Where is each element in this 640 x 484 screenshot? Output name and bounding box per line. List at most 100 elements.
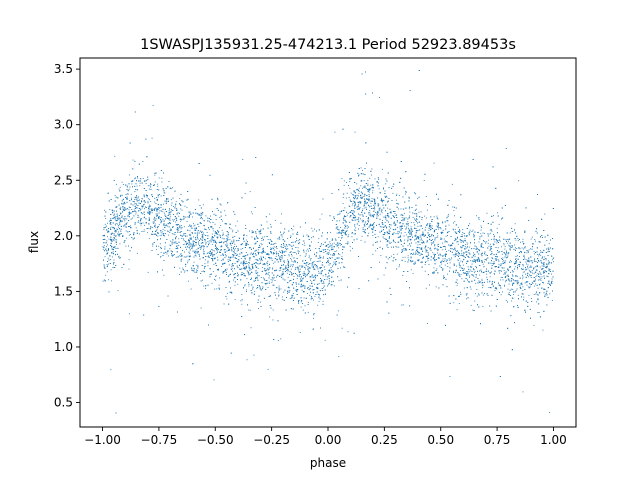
data-point — [300, 306, 302, 308]
data-point — [118, 255, 120, 257]
data-point — [183, 256, 185, 258]
data-point — [152, 105, 154, 106]
data-point — [427, 260, 429, 262]
data-point — [545, 259, 547, 261]
data-point — [421, 261, 423, 263]
data-point — [365, 221, 367, 223]
data-point — [372, 190, 374, 192]
data-point — [224, 254, 226, 255]
data-point — [143, 231, 145, 232]
data-point — [417, 253, 419, 255]
data-point — [289, 244, 291, 246]
data-point — [180, 208, 182, 210]
data-point — [289, 266, 291, 267]
data-point — [302, 273, 304, 275]
data-point — [111, 256, 113, 258]
data-point — [374, 214, 375, 216]
data-point — [446, 251, 447, 252]
data-point — [358, 217, 360, 218]
data-point — [480, 233, 482, 235]
data-point — [533, 281, 535, 282]
data-point — [135, 227, 137, 229]
data-point — [215, 275, 216, 277]
data-point — [517, 275, 519, 277]
data-point — [378, 204, 380, 206]
data-point — [129, 231, 130, 232]
data-point — [432, 242, 434, 244]
data-point — [522, 286, 524, 288]
data-point — [515, 259, 516, 260]
data-point — [323, 280, 325, 282]
data-point — [315, 248, 317, 249]
data-point — [377, 214, 378, 215]
data-point — [355, 230, 357, 232]
data-point — [420, 253, 422, 255]
data-point — [353, 211, 355, 213]
data-point — [174, 205, 176, 207]
data-point — [281, 274, 283, 276]
data-point — [103, 234, 105, 236]
data-point — [362, 231, 364, 232]
data-point — [189, 240, 190, 242]
data-point — [256, 229, 258, 230]
data-point — [410, 269, 412, 271]
data-point — [263, 247, 264, 249]
data-point — [369, 224, 371, 226]
data-point — [395, 199, 397, 201]
data-point — [327, 260, 329, 262]
data-point — [332, 243, 333, 245]
data-point — [523, 268, 525, 270]
data-point — [119, 221, 120, 223]
data-point — [316, 265, 318, 267]
data-point — [503, 273, 505, 275]
data-point — [371, 168, 373, 170]
data-point — [131, 209, 133, 210]
data-point — [217, 256, 219, 258]
data-point — [445, 261, 447, 262]
data-point — [312, 230, 314, 232]
data-point — [480, 225, 482, 227]
data-point — [196, 252, 198, 254]
data-point — [288, 260, 289, 262]
data-point — [276, 298, 278, 300]
data-point — [250, 327, 252, 329]
data-point — [214, 240, 216, 242]
data-point — [196, 235, 198, 237]
data-point — [334, 131, 336, 133]
data-point — [298, 240, 300, 242]
data-point — [452, 206, 454, 208]
data-point — [461, 254, 463, 256]
data-point — [512, 246, 513, 248]
data-point — [543, 261, 545, 263]
data-point — [539, 270, 540, 272]
data-point — [352, 247, 353, 249]
data-point — [456, 309, 458, 311]
data-point — [118, 225, 120, 226]
data-point — [240, 300, 242, 302]
data-point — [404, 239, 405, 241]
data-point — [183, 271, 185, 273]
data-point — [541, 263, 543, 264]
data-point — [537, 273, 539, 274]
data-point — [396, 253, 398, 255]
data-point — [428, 264, 430, 265]
data-point — [232, 237, 234, 238]
data-point — [140, 224, 142, 226]
data-point — [467, 271, 469, 272]
data-point — [262, 263, 264, 265]
data-point — [292, 229, 294, 231]
data-point — [196, 227, 197, 229]
data-point — [171, 255, 173, 257]
data-point — [188, 226, 190, 227]
data-point — [128, 259, 130, 261]
data-point — [500, 277, 502, 278]
data-point — [168, 213, 170, 215]
data-point — [173, 254, 175, 255]
data-point — [299, 255, 301, 257]
data-point — [475, 266, 477, 267]
data-point — [523, 296, 525, 298]
data-point — [120, 212, 122, 214]
data-point — [119, 243, 121, 245]
data-point — [174, 207, 176, 209]
